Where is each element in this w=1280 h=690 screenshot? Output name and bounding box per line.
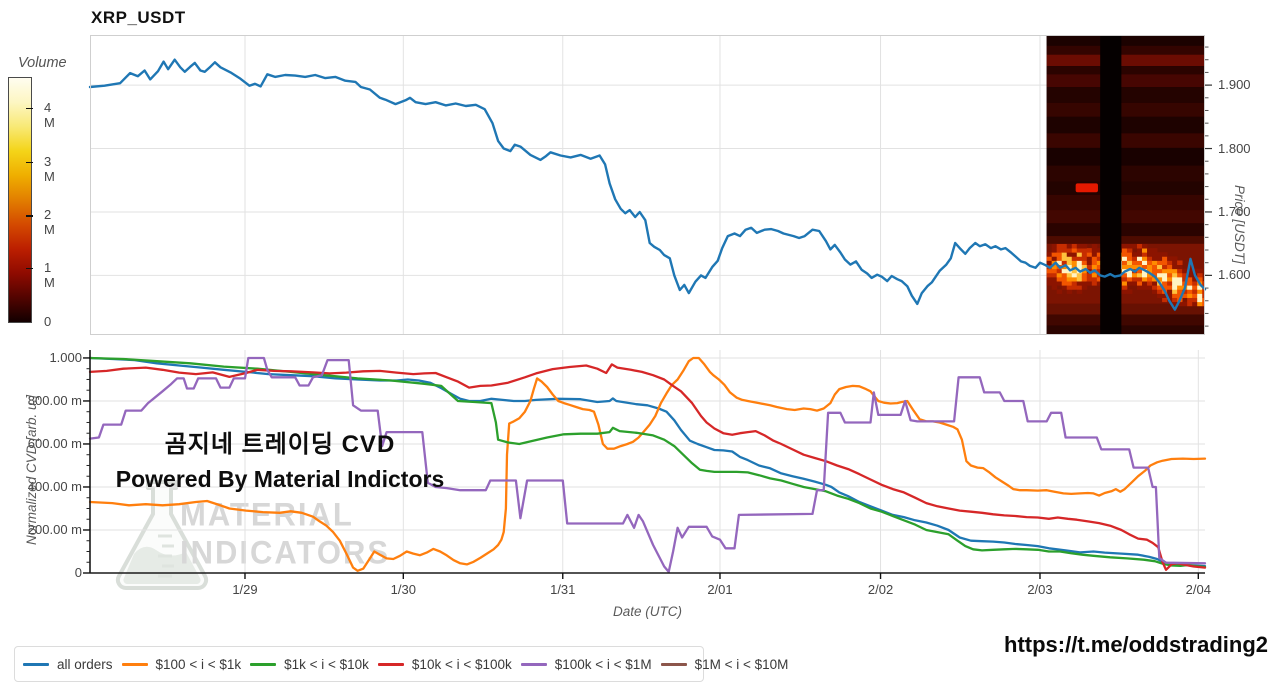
cvd-line-2 (88, 356, 1207, 569)
price-line (88, 58, 1207, 311)
colorbar-tick-mark (26, 267, 33, 270)
price-tick-label: 1.800 (1218, 140, 1251, 156)
korean-watermark-line2: Powered By Material Indictors (115, 466, 445, 492)
date-tick-label: 1/31 (550, 582, 576, 597)
liquidity-heatmap (1046, 35, 1205, 335)
legend-item-0[interactable]: all orders (23, 657, 113, 672)
legend-item-3[interactable]: $10k < i < $100k (377, 656, 512, 672)
flask-icon (96, 476, 228, 592)
korean-watermark: 곰지네 트레이딩 CVD Powered By Material Indicto… (100, 424, 460, 493)
legend-item-5[interactable]: $1M < i < $10M (660, 656, 789, 672)
cvd-chart[interactable] (83, 350, 1207, 579)
legend-item-1[interactable]: $100 < i < $1k (121, 656, 242, 672)
colorbar-tick-label: 2 M (44, 207, 55, 237)
legend-label: $1M < i < $10M (694, 656, 789, 672)
colorbar-tick-label: 0 (44, 314, 52, 330)
price-tick-label: 1.900 (1218, 77, 1251, 93)
cvd-tick-label: 800.00 m (27, 392, 82, 408)
legend-swatch-icon (250, 662, 277, 666)
legend-label: all orders (57, 656, 113, 672)
legend-swatch-icon (660, 662, 687, 666)
colorbar-tick-label: 1 M (44, 259, 55, 290)
colorbar-tick-label: 4 M (44, 99, 55, 130)
telegram-url[interactable]: https://t.me/oddstrading2 (1004, 632, 1268, 657)
cvd-tick-label: 600.00 m (27, 435, 82, 451)
price-chart[interactable] (88, 35, 1212, 335)
price-tick-label: 1.700 (1218, 203, 1251, 219)
cvd-axis-title: Normalized CVD [arb. u.] (24, 394, 39, 545)
legend-label: $100k < i < $1M (554, 656, 652, 672)
colorbar-tick-mark (26, 215, 33, 217)
colorbar-title: Volume (18, 55, 67, 71)
date-tick-label: 1/30 (390, 582, 416, 597)
date-axis-title: Date (UTC) (613, 604, 683, 619)
legend-swatch-icon (121, 662, 148, 666)
price-axis-title: Price [USDT] (1232, 185, 1247, 264)
korean-watermark-line1: 곰지네 트레이딩 CVD (164, 431, 396, 458)
legend-swatch-icon (23, 662, 49, 666)
date-tick-label: 2/03 (1027, 582, 1053, 597)
colorbar-tick-mark (26, 161, 33, 164)
date-tick-label: 2/01 (707, 582, 733, 597)
watermark-brand-line2: INDICATORS (180, 534, 391, 571)
cvd-tick-label: 200.00 m (27, 521, 82, 537)
cvd-line-4 (88, 356, 1207, 574)
price-tick-label: 1.600 (1218, 267, 1251, 283)
cvd-line-0 (88, 356, 1207, 568)
legend-swatch-icon (520, 662, 547, 666)
cvd-line-1 (88, 356, 1207, 572)
cvd-tick-label: 400.00 m (27, 478, 82, 494)
legend-item-4[interactable]: $100k < i < $1M (520, 656, 652, 672)
date-tick-label: 2/02 (867, 582, 894, 597)
volume-colorbar (8, 77, 32, 323)
cvd-line-3 (88, 363, 1207, 571)
legend: all orders $100 < i < $1k $1k < i < $10k $1… (14, 646, 788, 682)
legend-label: $10k < i < $100k (411, 656, 512, 672)
page-title: XRP_USDT (91, 8, 186, 27)
legend-label: $1k < i < $10k (284, 656, 369, 672)
legend-swatch-icon (377, 662, 404, 666)
legend-item-2[interactable]: $1k < i < $10k (250, 657, 369, 672)
colorbar-tick-label: 3 M (44, 153, 55, 184)
legend-label: $100 < i < $1k (155, 656, 242, 672)
cvd-tick-label: 0 (74, 565, 82, 580)
date-tick-label: 1/29 (232, 582, 258, 597)
colorbar-tick-mark (26, 107, 33, 110)
cvd-tick-label: 1.000 (49, 349, 82, 365)
date-tick-label: 2/04 (1185, 582, 1211, 597)
